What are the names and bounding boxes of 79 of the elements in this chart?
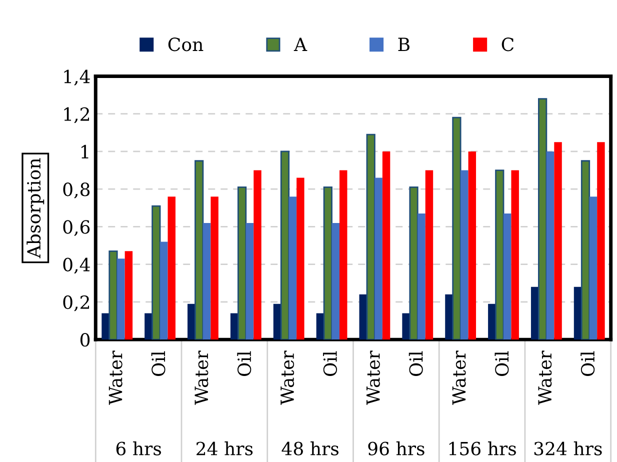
bar [359, 294, 367, 340]
bar [230, 313, 238, 340]
bar [580, 160, 590, 340]
y-tick-label: 1 [81, 144, 88, 158]
bar [168, 196, 176, 340]
bar [445, 294, 453, 340]
bar [188, 304, 196, 340]
y-tick-label: 0,4 [63, 258, 90, 274]
bar [316, 313, 324, 340]
x-tick-label: Water [366, 350, 380, 405]
bar [530, 286, 539, 340]
y-axis-title: Absorption [26, 158, 44, 258]
bar [254, 170, 262, 340]
x-tick-label: Oil [323, 351, 338, 376]
bar [102, 313, 110, 340]
x-tick-label: Oil [237, 351, 252, 376]
y-tick-label: 1,2 [64, 107, 90, 124]
x-tick-label: Water [108, 350, 122, 405]
bar [323, 186, 332, 340]
text: 48 hrs [282, 441, 338, 456]
legend-label: C [502, 38, 514, 52]
bar [409, 186, 418, 340]
bar [418, 214, 426, 340]
legend-label: B [398, 38, 410, 51]
bar [425, 170, 434, 340]
y-tick-label: 0,8 [63, 182, 90, 198]
bar [210, 196, 218, 340]
bar [589, 196, 598, 340]
legend-label: A [294, 38, 308, 51]
y-tick-label: 0 [80, 333, 90, 347]
bar [504, 214, 512, 340]
bar [160, 242, 168, 340]
bar [495, 170, 504, 340]
x-tick-label: Water [280, 350, 294, 405]
bar [288, 196, 297, 340]
bar [246, 222, 254, 340]
bar [202, 222, 211, 340]
bar [237, 186, 247, 340]
x-tick-label: Water [538, 350, 552, 405]
y-tick-label: 0,6 [63, 220, 90, 236]
bar [124, 251, 133, 340]
bar [332, 222, 340, 340]
x-tick-label: Oil [408, 351, 423, 376]
x-tick-label: Oil [580, 351, 595, 376]
bar [460, 170, 468, 340]
bar [382, 151, 390, 340]
bar [366, 134, 376, 340]
y-tick-label: 1,4 [64, 70, 90, 86]
bar [402, 313, 410, 340]
bar [374, 178, 382, 340]
x-tick-label: Water [452, 350, 466, 405]
bar [194, 160, 204, 340]
bar [511, 170, 519, 340]
bar [468, 151, 476, 340]
bar [488, 304, 496, 340]
text: 96 hrs [368, 441, 424, 456]
x-tick-label: Water [194, 350, 208, 405]
x-tick-label: Oil [494, 351, 509, 376]
bar [546, 151, 554, 340]
bar [108, 250, 118, 340]
bar [339, 170, 348, 340]
bar [152, 205, 161, 340]
bar [538, 98, 548, 340]
bar [554, 142, 562, 340]
bar [144, 313, 152, 340]
bar [597, 142, 605, 340]
x-tick-label: Oil [151, 351, 166, 376]
legend-label: Con [168, 38, 204, 52]
bar [117, 258, 125, 340]
bar [273, 304, 282, 340]
text: 24 hrs [196, 441, 253, 456]
text: 6 hrs [116, 441, 162, 456]
text: 324 hrs [534, 441, 602, 456]
bar [574, 286, 582, 340]
bar [452, 116, 462, 340]
bar [296, 178, 304, 340]
text: 156 hrs [449, 441, 516, 456]
y-tick-label: 0,2 [63, 295, 90, 312]
bar [280, 150, 290, 340]
